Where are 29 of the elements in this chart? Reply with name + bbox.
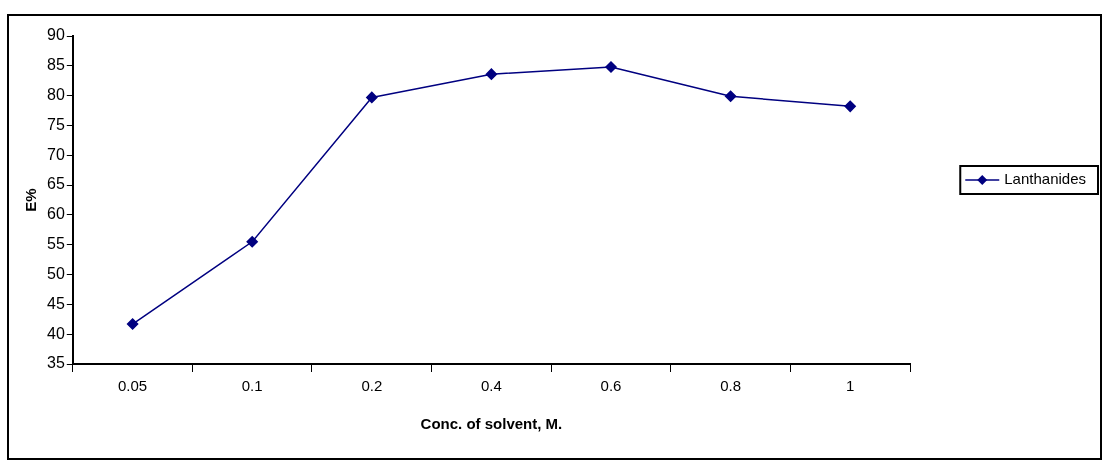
y-tick-label: 35 [47, 354, 65, 372]
legend-label: Lanthanides [1004, 170, 1087, 188]
x-tick-label: 0.2 [361, 377, 383, 395]
x-tick-label: 0.1 [241, 377, 263, 395]
y-tick-label: 65 [47, 175, 65, 193]
point [246, 236, 258, 248]
point [126, 318, 139, 330]
point [366, 91, 378, 104]
x-tick-label: 0.05 [118, 377, 148, 395]
y-tick-label: 40 [47, 324, 65, 342]
y-tick-label: 45 [47, 294, 65, 312]
y-axis-title: E% [22, 188, 40, 212]
y-tick-label: 80 [47, 86, 65, 104]
x-tick-label: 0.6 [600, 377, 622, 395]
point [605, 61, 617, 73]
x-tick-label: 0.4 [480, 377, 502, 395]
point [485, 68, 498, 80]
point [844, 100, 856, 113]
y-tick-label: 60 [47, 205, 65, 223]
x-tick-label: 1 [846, 377, 855, 395]
y-tick-label: 85 [47, 56, 65, 74]
y-tick-label: 55 [47, 235, 65, 253]
y-tick-label: 50 [47, 264, 65, 282]
x-axis-title: Conc. of solvent, M. [420, 415, 563, 433]
x-tick-label: 0.8 [720, 377, 742, 395]
point [724, 90, 737, 102]
y-tick-label: 75 [47, 115, 65, 133]
y-tick-label: 90 [47, 26, 65, 44]
y-tick-label: 70 [47, 145, 65, 163]
